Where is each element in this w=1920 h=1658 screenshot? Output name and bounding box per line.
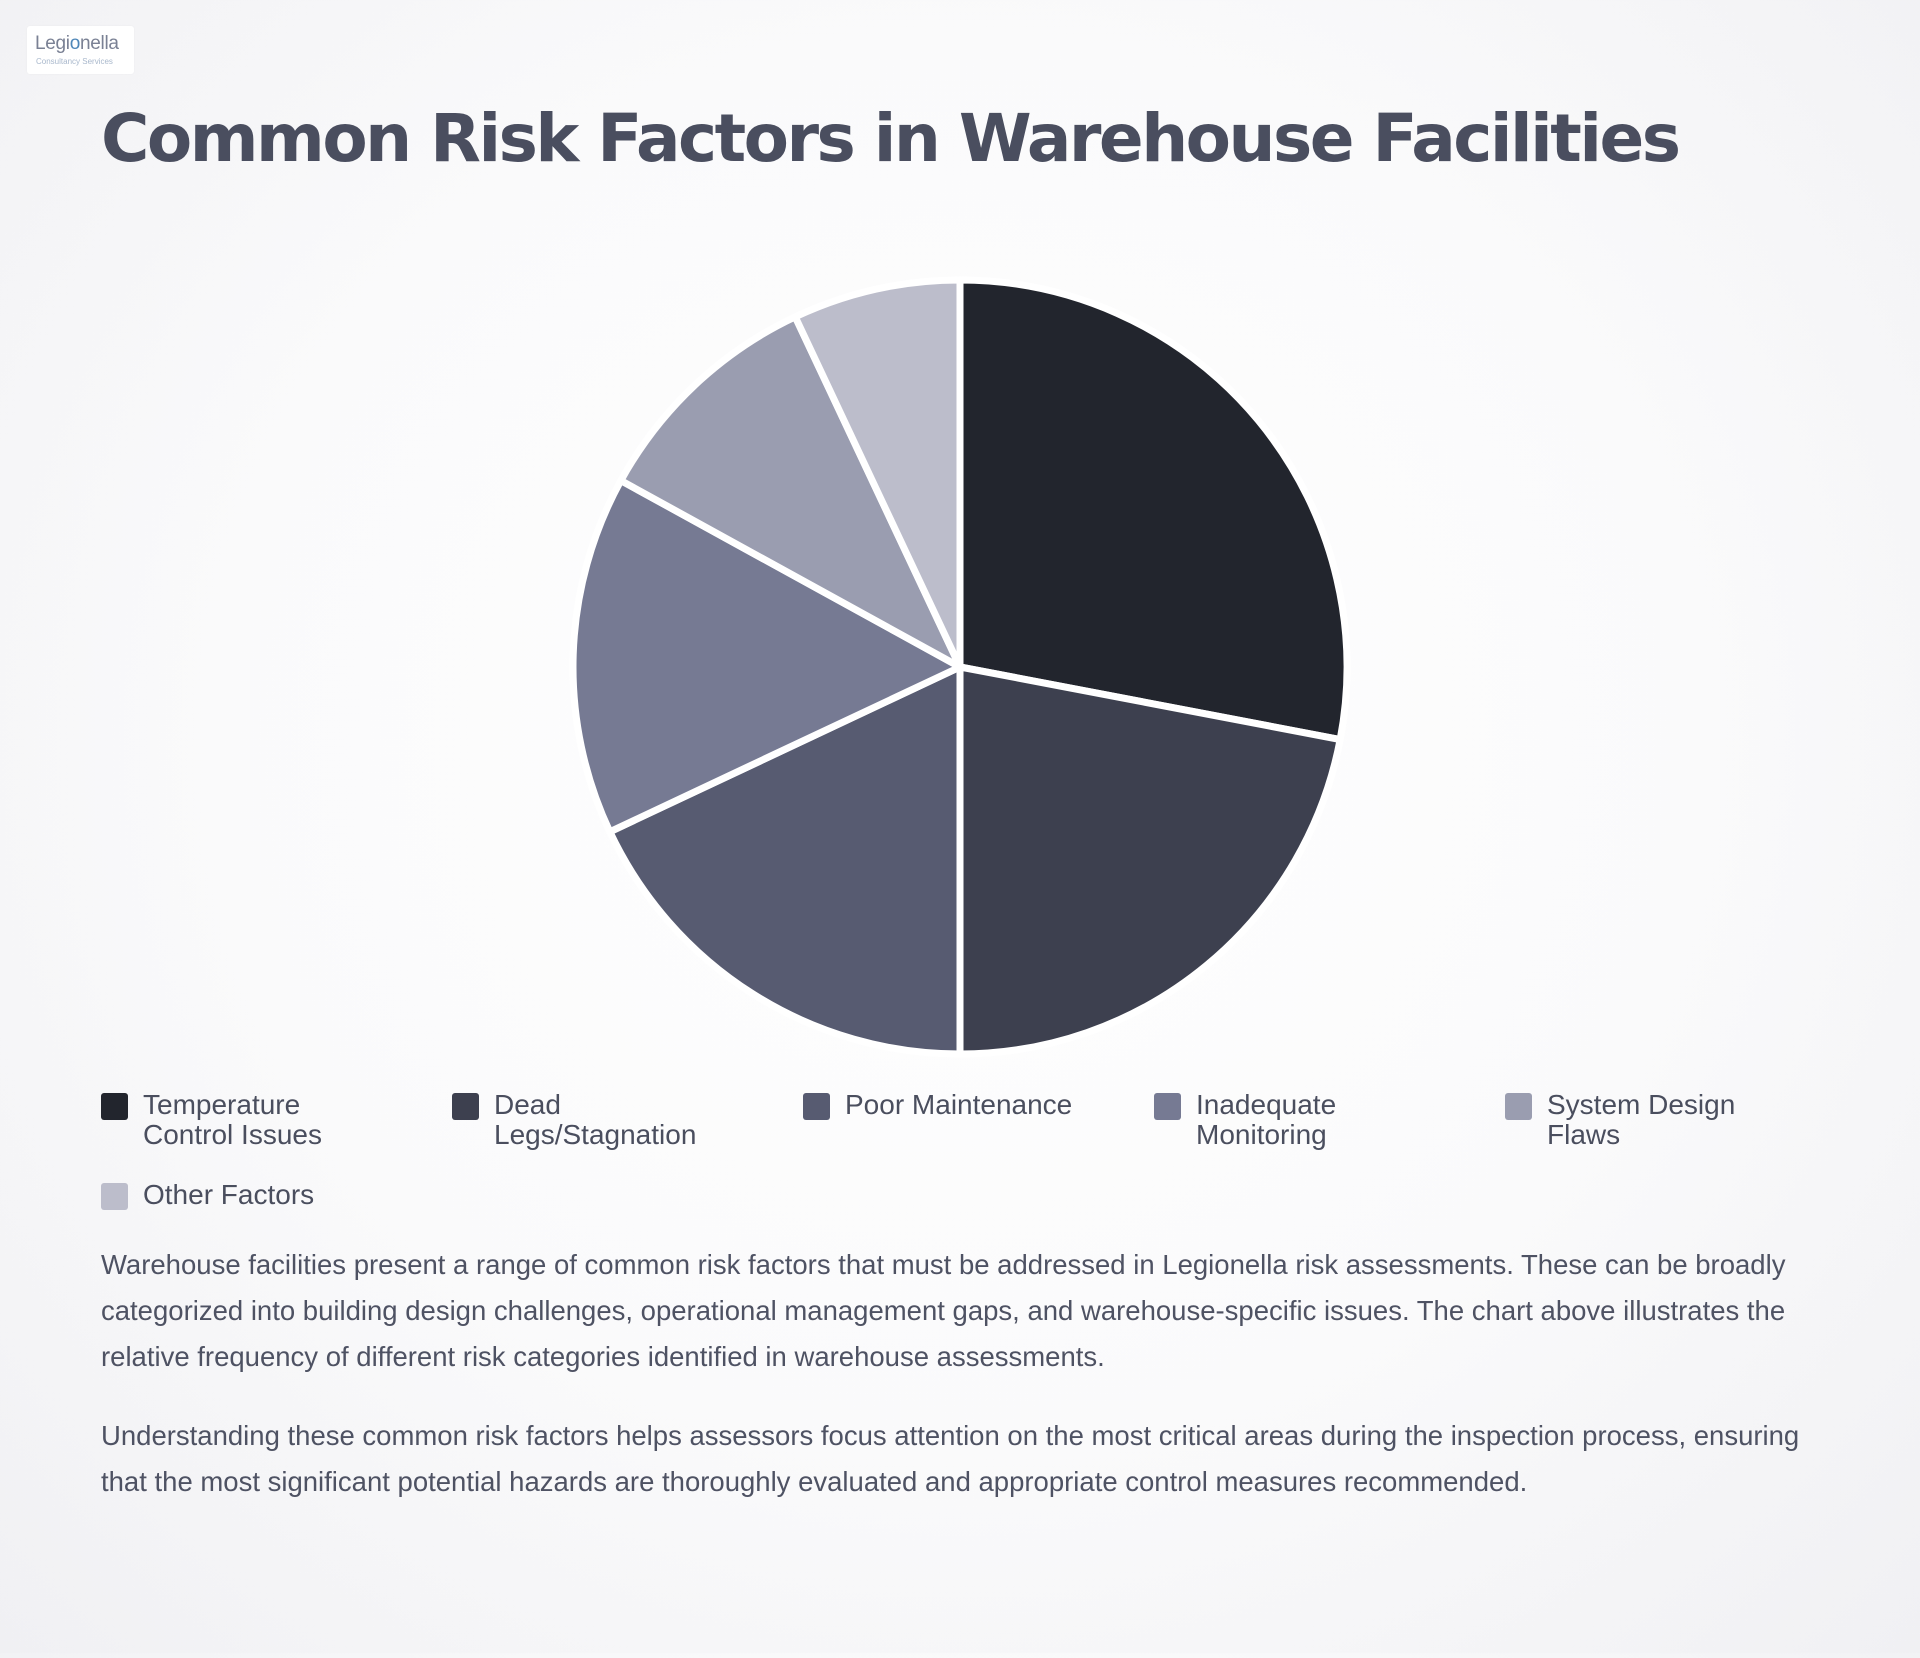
legend-label: Dead Legs/Stagnation <box>494 1089 697 1150</box>
legend-label: Poor Maintenance <box>845 1089 1073 1120</box>
description-paragraph-1: Warehouse facilities present a range of … <box>101 1249 1786 1372</box>
legend-swatch <box>803 1093 830 1120</box>
pie-slice-system-design-flaws <box>617 313 964 671</box>
page-title: Common Risk Factors in Warehouse Facilit… <box>101 100 1681 177</box>
legend-swatch <box>1154 1093 1181 1120</box>
pie-slice-other-factors <box>791 276 964 671</box>
legend-swatch <box>101 1183 128 1210</box>
pie-slice-inadequate-monitoring <box>569 477 964 836</box>
logo-wordmark: Legionella <box>35 33 119 54</box>
legend-label: Other Factors <box>143 1179 315 1210</box>
pie-slice-poor-maintenance <box>606 663 964 1058</box>
legend-swatch <box>1505 1093 1532 1120</box>
legend-swatch <box>101 1093 128 1120</box>
company-logo: Legionella Consultancy Services <box>27 26 134 74</box>
legend-swatch <box>452 1093 479 1120</box>
legend-label: Inadequate Monitoring <box>1196 1089 1337 1150</box>
pie-slice-temperature-control-issues <box>956 276 1351 744</box>
logo-tagline: Consultancy Services <box>36 57 113 66</box>
description-paragraph-2: Understanding these common risk factors … <box>101 1420 1800 1497</box>
legend-label: Temperature Control Issues <box>143 1089 322 1150</box>
logo-accent-letter: o <box>69 33 81 54</box>
pie-slice-dead-legs-stagnation <box>956 663 1344 1058</box>
legend-label: System Design Flaws <box>1547 1089 1736 1150</box>
